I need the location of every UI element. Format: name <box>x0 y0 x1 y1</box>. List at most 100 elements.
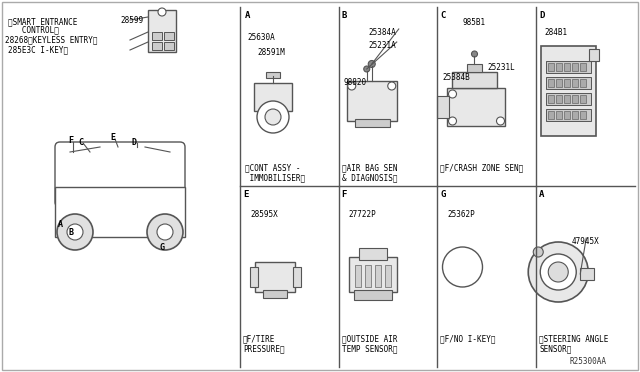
Circle shape <box>449 117 456 125</box>
Bar <box>564 79 570 87</box>
Bar <box>438 96 449 118</box>
Text: G: G <box>440 189 446 199</box>
Bar <box>254 83 292 111</box>
Bar <box>541 46 596 136</box>
Bar <box>164 32 174 40</box>
Text: 985B1: 985B1 <box>463 17 486 26</box>
Bar <box>250 267 258 287</box>
Bar <box>547 61 591 73</box>
Circle shape <box>528 242 588 302</box>
FancyBboxPatch shape <box>55 142 185 207</box>
Circle shape <box>57 214 93 250</box>
Bar <box>580 95 586 103</box>
Text: 〈AIR BAG SEN: 〈AIR BAG SEN <box>342 164 397 173</box>
Circle shape <box>388 82 396 90</box>
Text: F: F <box>342 189 347 199</box>
Text: 27722P: 27722P <box>349 209 376 218</box>
Text: 〈OUTSIDE AIR: 〈OUTSIDE AIR <box>342 334 397 343</box>
Bar <box>580 79 586 87</box>
Text: 25384B: 25384B <box>442 73 470 81</box>
Bar <box>148 10 176 52</box>
Text: PRESSURE〉: PRESSURE〉 <box>243 344 285 353</box>
Circle shape <box>364 66 370 72</box>
Text: A: A <box>245 10 250 19</box>
Circle shape <box>157 224 173 240</box>
Circle shape <box>265 109 281 125</box>
Text: E: E <box>243 189 248 199</box>
Text: & DIAGNOSIS〉: & DIAGNOSIS〉 <box>342 173 397 183</box>
Bar <box>556 63 563 71</box>
Text: A: A <box>58 219 63 228</box>
Bar <box>564 63 570 71</box>
Bar <box>152 42 162 50</box>
Text: D: D <box>132 138 137 147</box>
Bar <box>580 63 586 71</box>
Bar <box>354 290 392 300</box>
Bar <box>447 88 506 126</box>
Bar <box>359 248 387 260</box>
Text: C: C <box>78 138 83 147</box>
Bar <box>556 79 563 87</box>
Bar <box>564 95 570 103</box>
Circle shape <box>257 101 289 133</box>
Text: 25384A: 25384A <box>369 28 397 36</box>
Circle shape <box>442 247 483 287</box>
Text: 〈STEERING ANGLE: 〈STEERING ANGLE <box>540 334 609 343</box>
Text: B: B <box>68 228 73 237</box>
Text: TEMP SENSOR〉: TEMP SENSOR〉 <box>342 344 397 353</box>
Text: D: D <box>540 10 545 19</box>
Circle shape <box>147 214 183 250</box>
Bar <box>152 32 162 40</box>
Circle shape <box>67 224 83 240</box>
Bar <box>556 95 563 103</box>
Text: IMMOBILISER〉: IMMOBILISER〉 <box>245 173 305 183</box>
Bar <box>452 72 497 88</box>
Bar <box>548 63 554 71</box>
Text: B: B <box>342 10 347 19</box>
Text: 25362P: 25362P <box>447 209 476 218</box>
Bar <box>547 109 591 121</box>
Circle shape <box>540 254 576 290</box>
Text: 28599: 28599 <box>120 16 143 25</box>
Text: 28595X: 28595X <box>250 209 278 218</box>
Text: 〈SMART ENTRANCE: 〈SMART ENTRANCE <box>8 17 77 26</box>
Bar <box>572 95 579 103</box>
Bar <box>556 111 563 119</box>
Bar <box>548 79 554 87</box>
Circle shape <box>348 82 356 90</box>
Text: F: F <box>68 135 73 144</box>
Text: G: G <box>160 243 165 251</box>
Text: 〈F/TIRE: 〈F/TIRE <box>243 334 275 343</box>
Bar <box>365 265 371 287</box>
Bar <box>548 95 554 103</box>
Bar <box>55 187 185 237</box>
Bar <box>580 268 595 280</box>
Text: 28591M: 28591M <box>257 48 285 57</box>
Text: R25300AA: R25300AA <box>570 357 607 366</box>
Circle shape <box>158 8 166 16</box>
Text: 〈CONT ASSY -: 〈CONT ASSY - <box>245 164 301 173</box>
Bar <box>349 257 397 292</box>
Bar <box>355 119 390 127</box>
Bar <box>572 63 579 71</box>
Bar <box>255 262 295 292</box>
Bar <box>266 72 280 78</box>
Bar <box>580 111 586 119</box>
Text: 284B1: 284B1 <box>544 28 568 36</box>
Bar <box>547 77 591 89</box>
Bar <box>548 111 554 119</box>
Circle shape <box>533 247 543 257</box>
Bar <box>347 81 397 121</box>
Text: 25630A: 25630A <box>247 32 275 42</box>
Bar <box>589 49 599 61</box>
Text: 98820: 98820 <box>344 77 367 87</box>
Text: 〈F/CRASH ZONE SEN〉: 〈F/CRASH ZONE SEN〉 <box>440 164 524 173</box>
Text: SENSOR〉: SENSOR〉 <box>540 344 572 353</box>
Bar <box>385 265 391 287</box>
Bar <box>564 111 570 119</box>
Bar <box>375 265 381 287</box>
Circle shape <box>472 51 477 57</box>
Bar <box>263 290 287 298</box>
Circle shape <box>548 262 568 282</box>
Text: 〈F/NO I-KEY〉: 〈F/NO I-KEY〉 <box>440 334 496 343</box>
